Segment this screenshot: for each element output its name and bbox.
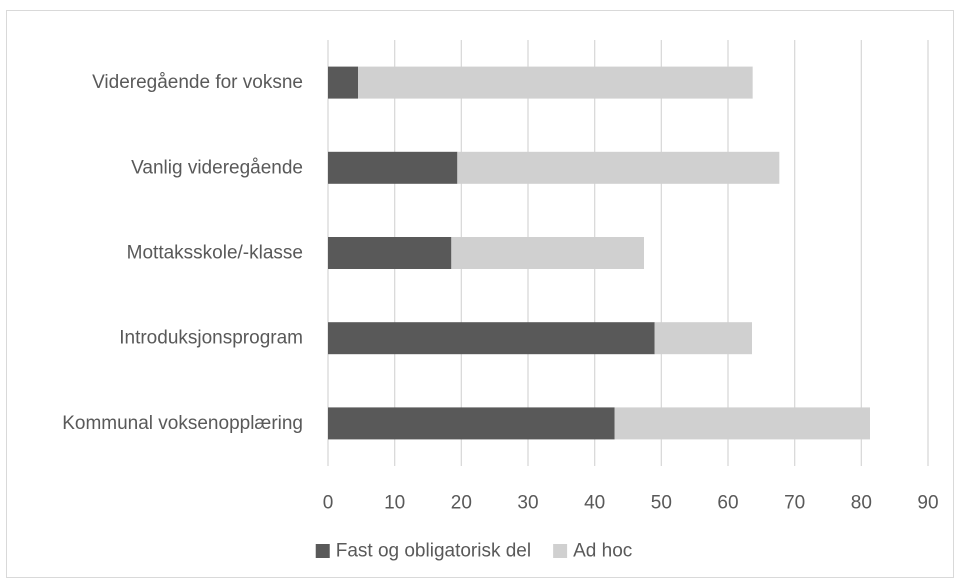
category-label: Introduksjonsprogram (119, 328, 303, 349)
bar-segment-adhoc (654, 322, 752, 355)
legend-label: Ad hoc (573, 541, 632, 562)
category-label: Videregående for voksne (92, 72, 303, 93)
bar-segment-fast (328, 407, 615, 440)
legend-label: Fast og obligatorisk del (336, 541, 531, 562)
bar-segment-adhoc (358, 66, 753, 99)
x-tick-labels: 0 10 20 30 40 50 60 70 80 90 (323, 493, 939, 514)
bar-segment-adhoc (614, 407, 870, 440)
legend-swatch (315, 544, 330, 558)
legend-item: Fast og obligatorisk del (315, 541, 531, 562)
bar-segment-fast (328, 322, 655, 355)
x-tick-label: 30 (517, 493, 538, 514)
bar-segment-fast (328, 237, 452, 269)
x-tick-label: 40 (584, 493, 605, 514)
x-tick-label: 50 (651, 493, 672, 514)
category-labels: Videregående for voksne Vanlig videregåen… (62, 72, 303, 434)
chart-frame (6, 10, 954, 578)
bar-segment-fast (328, 151, 458, 184)
x-tick-label: 60 (717, 493, 738, 514)
x-tick-label: 0 (323, 493, 334, 514)
bars (328, 66, 870, 440)
x-tick-label: 70 (784, 493, 805, 514)
x-tick-label: 20 (451, 493, 472, 514)
bar-segment-adhoc (451, 237, 644, 269)
x-tick-label: 80 (851, 493, 872, 514)
legend-item: Ad hoc (553, 541, 632, 562)
category-label: Vanlig videregående (131, 157, 303, 178)
legend: Fast og obligatorisk del Ad hoc (315, 541, 632, 562)
gridlines (327, 40, 929, 466)
category-label: Kommunal voksenopplæring (62, 413, 303, 434)
x-tick-label: 10 (384, 493, 405, 514)
category-label: Mottaksskole/-klasse (127, 243, 303, 264)
legend-swatch (553, 544, 568, 558)
x-tick-label: 90 (917, 493, 938, 514)
bar-segment-fast (328, 66, 358, 99)
bar-segment-adhoc (457, 151, 780, 184)
